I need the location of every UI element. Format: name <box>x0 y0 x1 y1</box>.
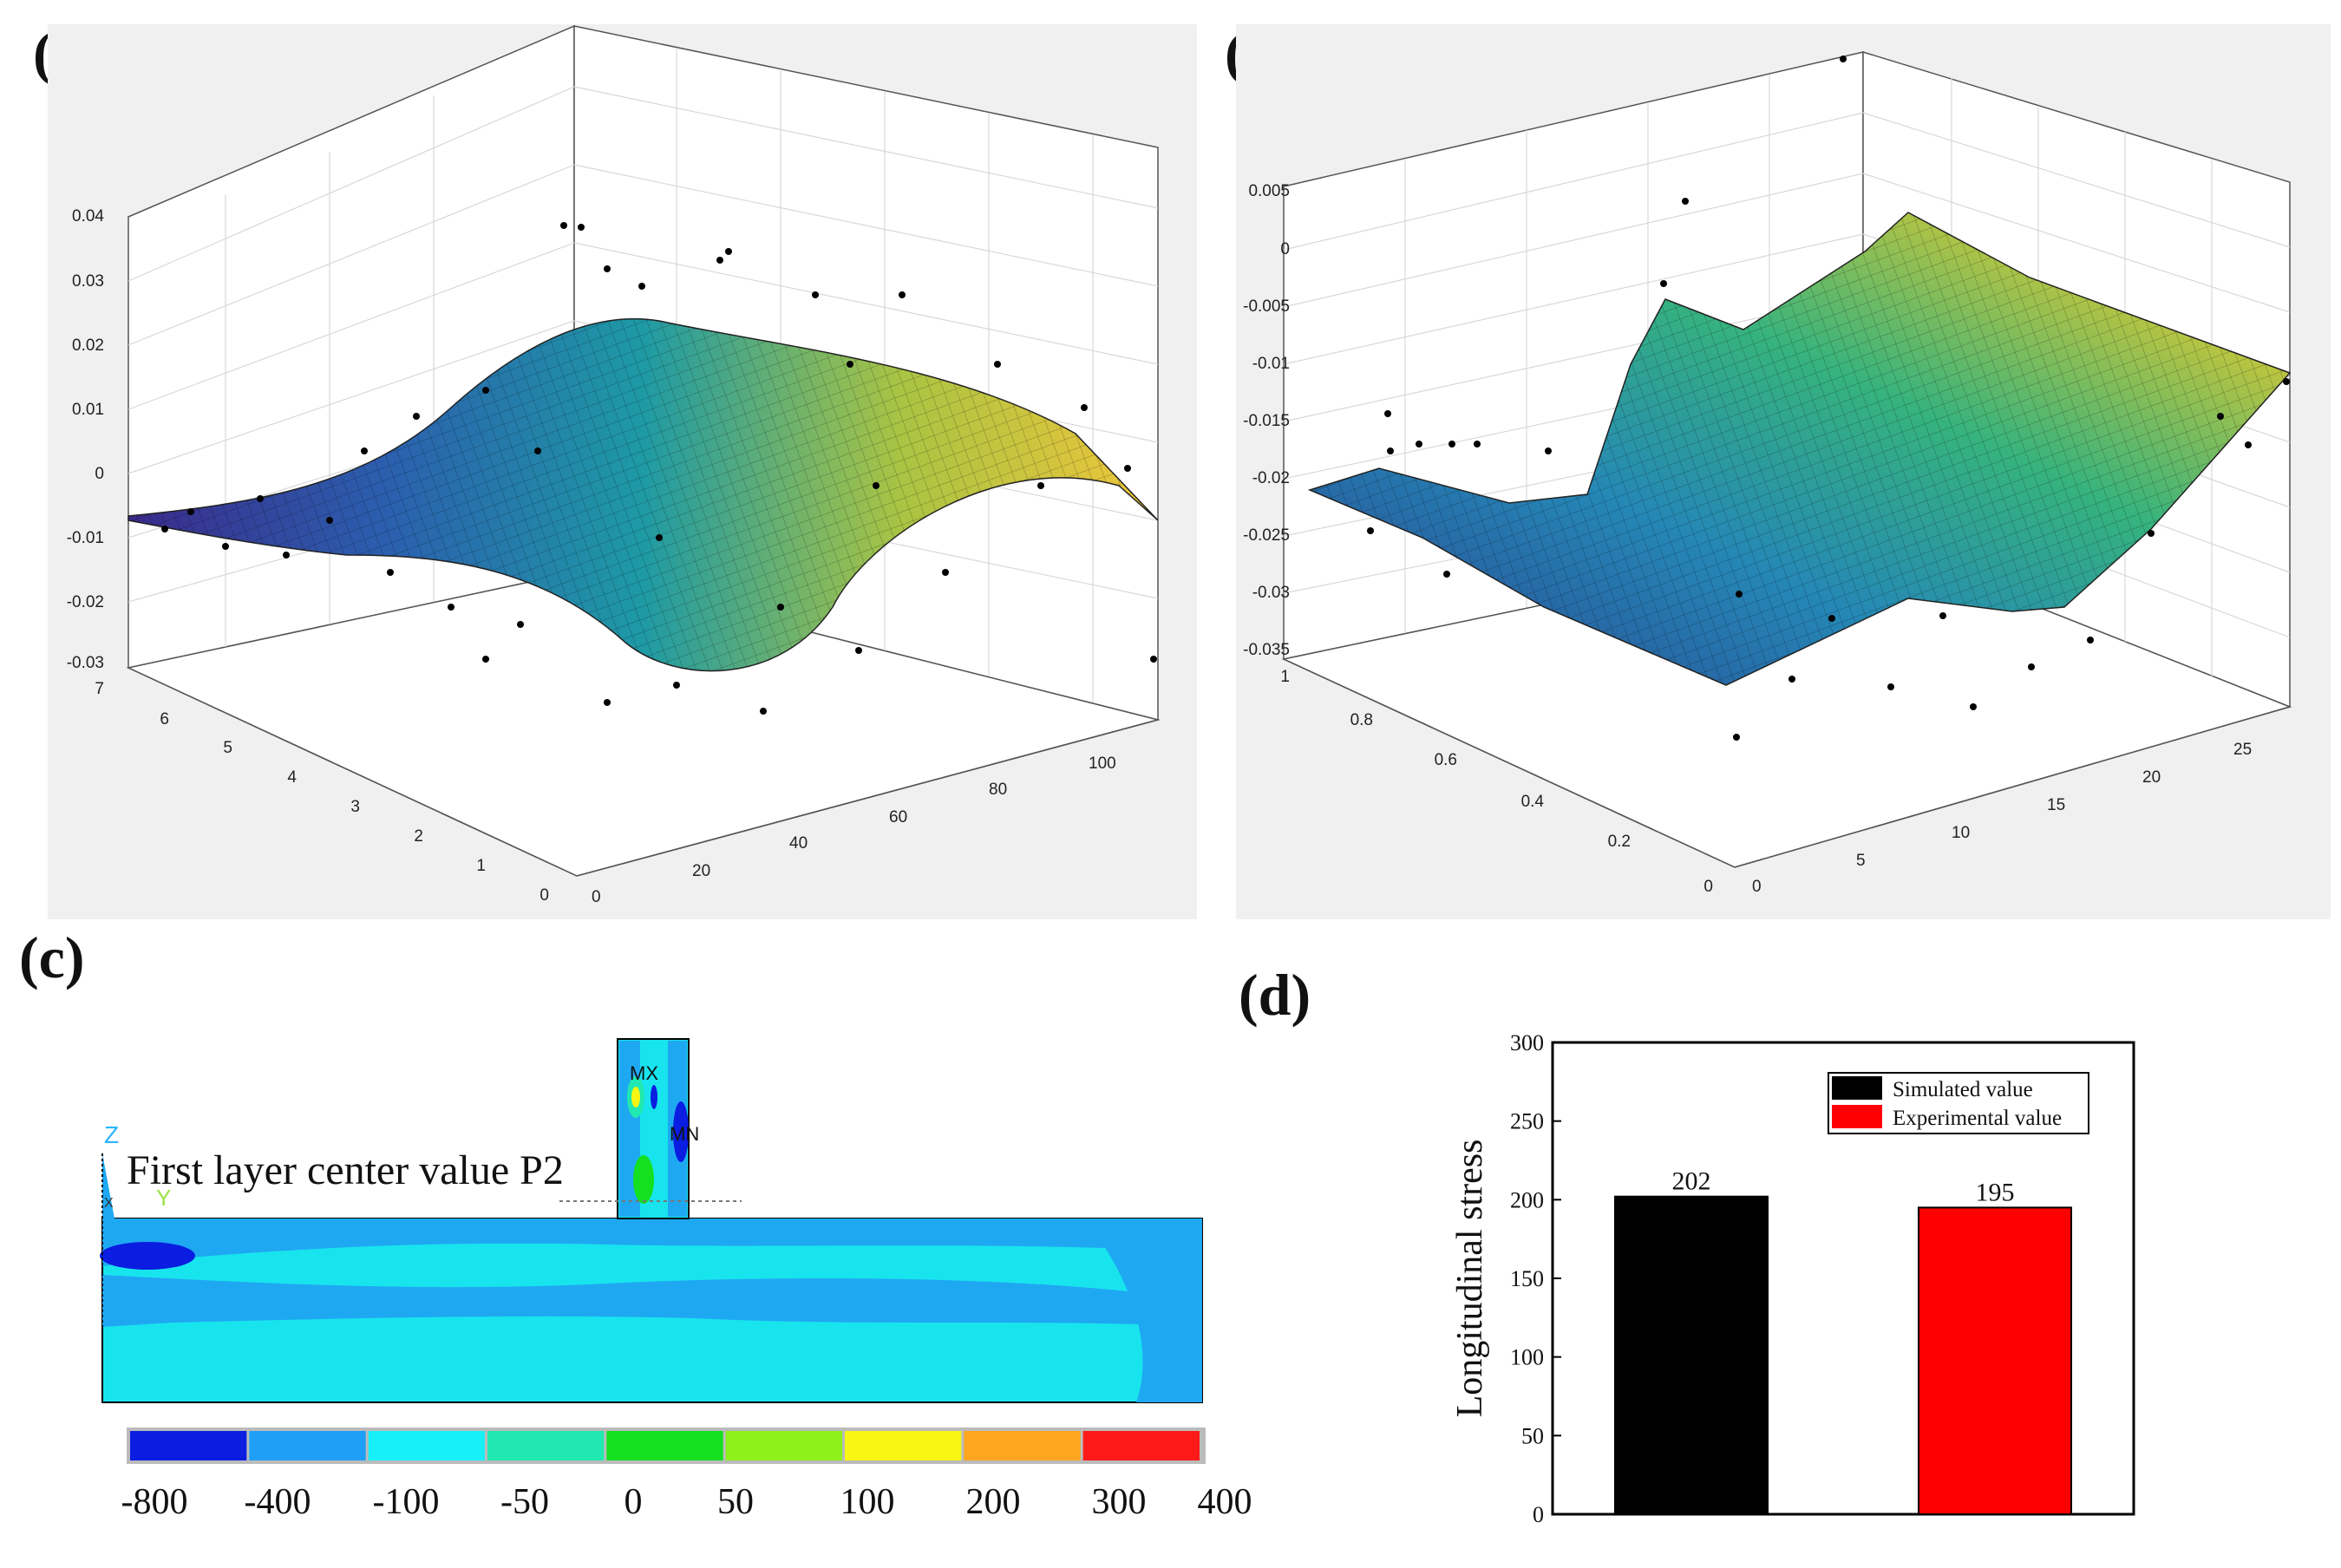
panel-b-y-tick: 0.8 <box>1350 711 1373 729</box>
legend-color-cell <box>368 1431 485 1460</box>
panel-a-x-tick: 40 <box>789 834 808 853</box>
color-legend <box>130 1431 1200 1460</box>
panel-a-z-tick: 0.02 <box>72 336 104 355</box>
legend-color-cell <box>964 1431 1081 1460</box>
legend-color-cell <box>130 1431 247 1460</box>
legend-tick: 400 <box>1198 1482 1252 1522</box>
legend-tick: 50 <box>717 1482 754 1522</box>
bar-data-label: 202 <box>1672 1167 1711 1196</box>
panel-b-x-tick: 0 <box>1752 878 1762 896</box>
panel-a-z-tick: -0.03 <box>67 654 104 672</box>
legend-tick: -50 <box>500 1482 549 1522</box>
panel-a-z-tick: 0 <box>95 465 104 483</box>
legend-tick: -400 <box>245 1482 311 1522</box>
bar-experimental <box>1918 1206 2072 1516</box>
legend-swatch-simulated <box>1832 1076 1882 1100</box>
panel-a-z-tick: -0.01 <box>67 529 104 547</box>
panel-b-z-tick: 0.005 <box>1248 182 1290 200</box>
panel-c-contour: First layer center value P2 MX MN Z Y X … <box>100 1038 1252 1522</box>
panel-a-y-tick: 7 <box>95 680 104 698</box>
panel-a-y-tick: 4 <box>287 768 297 787</box>
axis-y-label: Y <box>156 1185 171 1211</box>
panel-b-y-tick: 0.4 <box>1521 793 1545 811</box>
panel-a-y-tick: 6 <box>160 710 169 728</box>
panel-b-y-tick: 1 <box>1280 668 1290 686</box>
panel-c-label: (c) <box>19 924 85 990</box>
panel-b-z-tick: -0.015 <box>1243 412 1290 430</box>
panel-a-z-tick: 0.01 <box>72 401 104 419</box>
legend-tick: -100 <box>373 1482 440 1522</box>
bar-data-label: 195 <box>1976 1178 2015 1206</box>
y-tick-label: 100 <box>1510 1345 1544 1370</box>
bar-chart-legend: Simulated value Experimental value <box>1828 1072 2089 1134</box>
panel-b-x-tick: 10 <box>1952 824 1970 842</box>
legend-tick: -800 <box>121 1482 188 1522</box>
panel-a-x-tick: 20 <box>692 862 710 880</box>
panel-a-plot: 0.04 0.03 0.02 0.01 0 -0.01 -0.02 -0.03 … <box>48 24 1197 919</box>
mn-marker-label: MN <box>670 1123 699 1145</box>
legend-tick: 100 <box>840 1482 895 1522</box>
panel-a-y-tick: 0 <box>539 886 549 905</box>
bar-chart-ylabel: Longitudinal stress <box>1450 1140 1490 1418</box>
panel-b-z-tick: -0.005 <box>1243 297 1290 316</box>
legend-color-cell <box>845 1431 962 1460</box>
p2-annotation: First layer center value P2 <box>127 1147 564 1193</box>
y-tick-label: 0 <box>1533 1502 1544 1527</box>
panel-b-x-tick: 25 <box>2233 741 2252 759</box>
panel-b-z-tick: 0 <box>1280 240 1290 258</box>
panel-a-z-tick: -0.02 <box>67 593 104 611</box>
legend-color-cell <box>487 1431 605 1460</box>
legend-tick: 0 <box>624 1482 643 1522</box>
panel-b-plot: 0.005 0 -0.005 -0.01 -0.015 -0.02 -0.025… <box>1236 24 2331 919</box>
panel-a-z-tick: 0.04 <box>72 207 104 225</box>
panel-b-z-tick: -0.025 <box>1243 526 1290 545</box>
legend-label-experimental: Experimental value <box>1893 1107 2062 1130</box>
legend-color-cell <box>606 1431 723 1460</box>
bar-chart-y-axis: 0 50 100 150 200 250 300 <box>1510 1030 1561 1527</box>
panel-d-label: (d) <box>1239 962 1311 1028</box>
axis-x-label: X <box>104 1196 114 1211</box>
legend-tick: 300 <box>1092 1482 1147 1522</box>
mx-marker-label: MX <box>630 1062 658 1084</box>
legend-swatch-experimental <box>1832 1105 1882 1128</box>
legend-color-cell <box>1082 1431 1200 1460</box>
panel-a-x-tick: 0 <box>592 888 601 906</box>
panel-b-y-tick: 0.6 <box>1435 751 1457 769</box>
y-tick-label: 250 <box>1510 1109 1544 1134</box>
y-tick-label: 300 <box>1510 1030 1544 1055</box>
legend-color-cell <box>249 1431 366 1460</box>
panel-b-y-tick: 0 <box>1703 878 1713 896</box>
panel-b-z-tick: -0.01 <box>1252 355 1290 373</box>
panel-b-z-tick: -0.035 <box>1243 641 1290 659</box>
panel-a-y-tick: 5 <box>223 739 232 757</box>
legend-label-simulated: Simulated value <box>1893 1078 2033 1101</box>
panel-a-y-tick: 1 <box>476 857 486 875</box>
panel-b-x-tick: 20 <box>2142 768 2161 787</box>
panel-a-x-tick: 60 <box>889 808 907 826</box>
bar-chart-bars: 202 195 <box>1614 1167 2072 1516</box>
panel-b-z-tick: -0.02 <box>1252 469 1290 487</box>
panel-a-y-tick: 2 <box>414 827 423 846</box>
panel-d-bar-chart: 0 50 100 150 200 250 300 202 195 Longitudinal s… <box>1450 1030 2135 1527</box>
axis-z-label: Z <box>104 1121 119 1148</box>
panel-a-x-tick: 80 <box>989 781 1007 799</box>
panel-b-x-tick: 15 <box>2047 796 2065 814</box>
panel-a-x-tick: 100 <box>1089 755 1116 773</box>
bar-simulated <box>1614 1195 1769 1515</box>
y-tick-label: 50 <box>1521 1423 1544 1448</box>
panel-b-y-tick: 0.2 <box>1608 833 1631 851</box>
panel-b-x-tick: 5 <box>1856 852 1866 870</box>
panel-a-y-tick: 3 <box>350 798 360 816</box>
panel-a-z-tick: 0.03 <box>72 272 104 291</box>
legend-color-cell <box>725 1431 842 1460</box>
legend-tick: 200 <box>966 1482 1021 1522</box>
y-tick-label: 150 <box>1510 1266 1544 1291</box>
y-tick-label: 200 <box>1510 1187 1544 1212</box>
panel-b-z-tick: -0.03 <box>1252 584 1290 602</box>
